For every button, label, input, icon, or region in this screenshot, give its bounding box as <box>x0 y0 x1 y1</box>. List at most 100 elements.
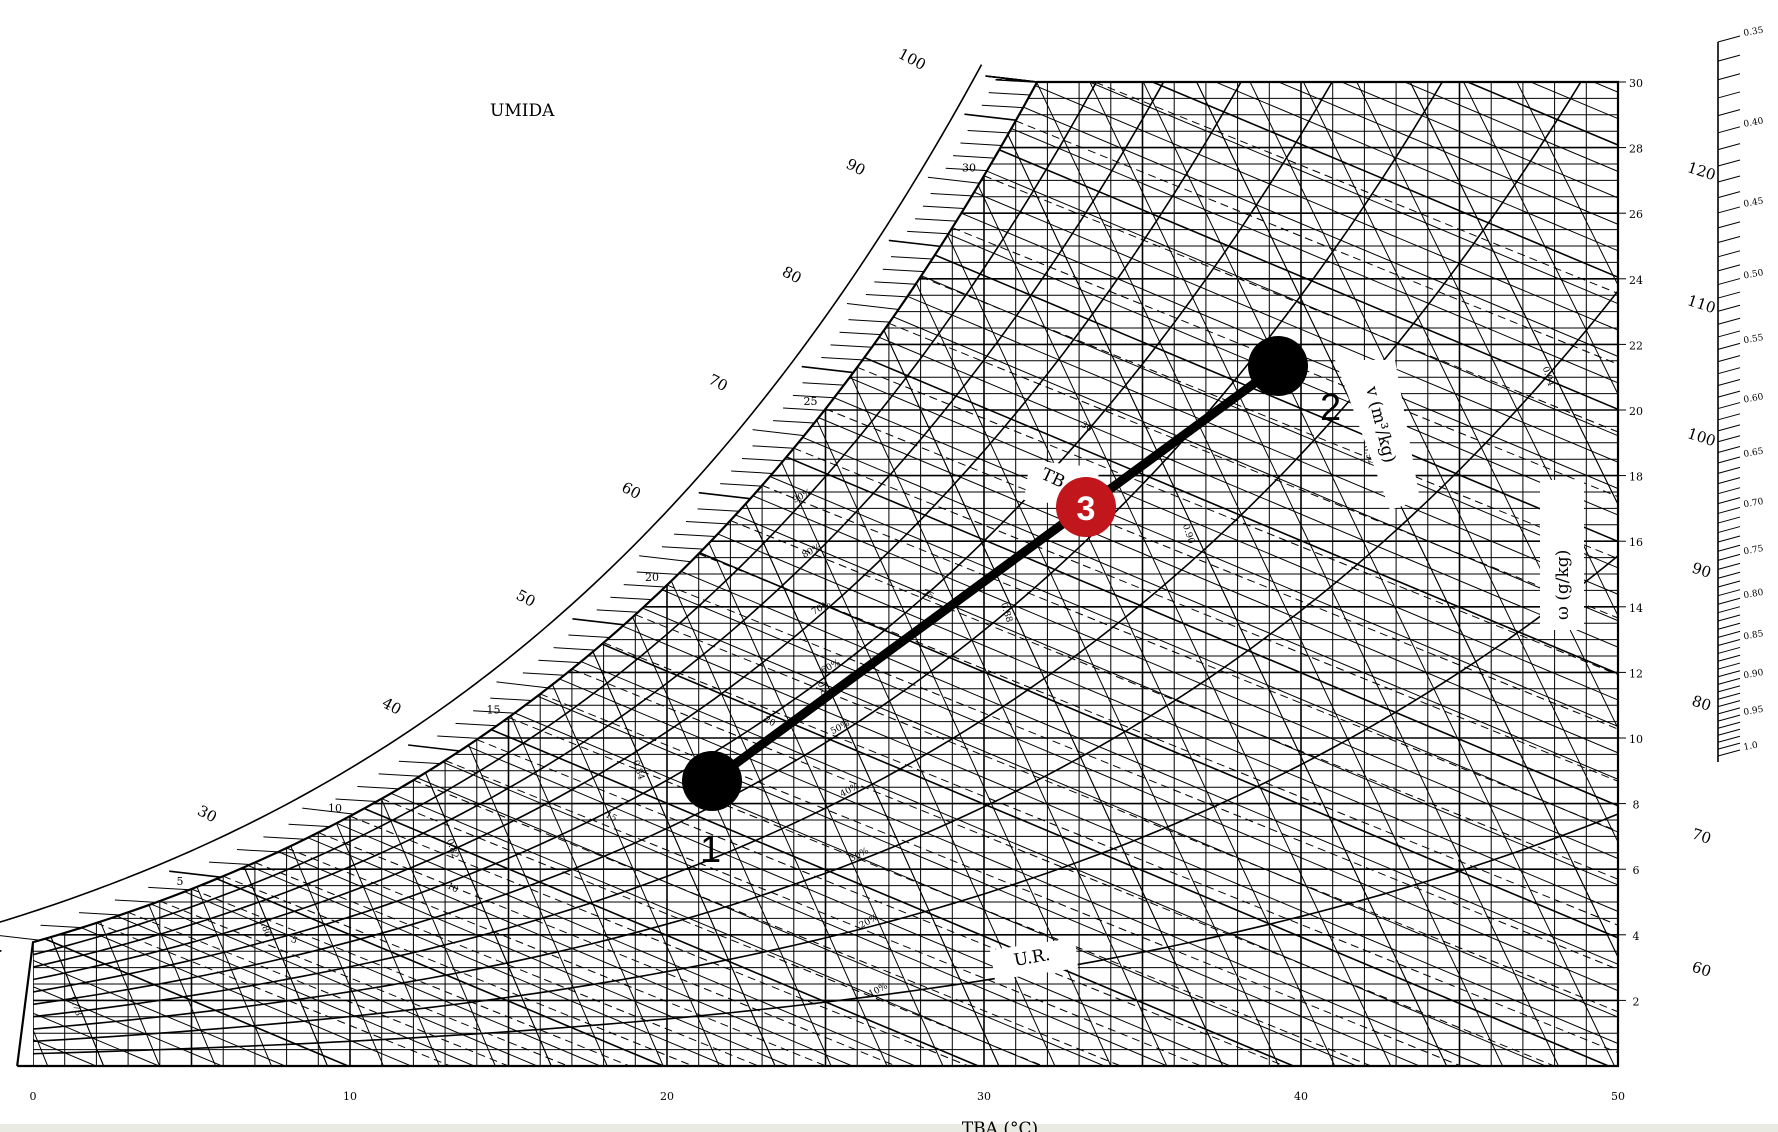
enthalpy-scale-tick <box>40 924 82 929</box>
enthalpy-scale-tick <box>930 193 972 197</box>
specific-volume-line <box>1089 82 1559 1066</box>
wet-bulb-line <box>571 668 1555 1066</box>
enthalpy-scale-tick <box>890 256 933 260</box>
enthalpy-line <box>33 826 286 1066</box>
enthalpy-scale-tick <box>830 344 872 348</box>
saturation-temp-label: 10 <box>328 802 342 815</box>
enthalpy-scale-tick <box>553 647 595 651</box>
ratio-scale-label: 0.60 <box>1743 392 1765 405</box>
specific-volume-line <box>33 82 105 1066</box>
x-axis-title: TBA (°C) <box>962 1119 1038 1132</box>
ratio-scale-label: 0.90 <box>1743 668 1765 681</box>
enthalpy-scale-tick <box>302 807 354 815</box>
relative-humidity-curve <box>33 82 1618 993</box>
ratio-scale-tick <box>1717 749 1741 757</box>
enthalpy-scale-tick <box>752 445 794 449</box>
enthalpy-scale-tick <box>596 609 639 613</box>
state-point-2[interactable] <box>1248 336 1308 396</box>
ratio-scale-tick <box>1717 264 1741 272</box>
enthalpy-scale-tick <box>263 836 305 840</box>
enthalpy-scale-tick <box>378 773 420 777</box>
ratio-scale-label: 0.45 <box>1743 197 1765 210</box>
enthalpy-scale-tick <box>752 429 805 437</box>
ratio-scale-tick <box>1717 126 1741 134</box>
enthalpy-scale-tick <box>802 382 844 386</box>
humidity-title: UMIDA <box>490 101 555 121</box>
specific-volume-line <box>1036 82 1504 1066</box>
enthalpy-scale-tick <box>882 268 925 273</box>
mix-point-marker[interactable] <box>1056 477 1116 537</box>
enthalpy-line <box>33 456 1168 1066</box>
enthalpy-scale-tick <box>741 457 784 462</box>
y-axis-label-box: ω (g/kg) <box>1540 480 1584 630</box>
ratio-scale-tick <box>1717 143 1741 151</box>
enthalpy-scale-tick <box>960 142 1002 146</box>
wet-bulb-line <box>349 815 969 1066</box>
ratio-scale-tick <box>1717 236 1741 243</box>
ratio-scale-tick <box>1717 714 1741 722</box>
specific-volume-label: 0.88 <box>998 602 1014 624</box>
enthalpy-scale-tick <box>357 785 399 790</box>
enthalpy-line <box>33 82 1618 1066</box>
process-overlay: 1 2 3 <box>682 336 1341 871</box>
ratio-scale-tick <box>1717 622 1741 630</box>
enthalpy-scale-tick <box>945 167 988 172</box>
wet-bulb-line <box>444 760 1202 1066</box>
enthalpy-scale-tick <box>801 365 854 374</box>
enthalpy-scale-tick <box>335 798 377 802</box>
enthalpy-scale-tick <box>731 470 773 474</box>
enthalpy-line <box>33 271 1609 1066</box>
relative-humidity-curve <box>33 82 1618 956</box>
ratio-scale-tick <box>1717 589 1741 597</box>
y-tick-label: 12 <box>1629 667 1643 680</box>
enthalpy-scale-tick <box>490 697 532 702</box>
enthalpy-line <box>33 82 1618 1066</box>
ratio-scale-tick <box>1717 487 1741 495</box>
ratio-scale-tick <box>1717 390 1741 398</box>
saturation-temp-label: 5 <box>177 875 184 888</box>
enthalpy-scale-tick <box>473 710 515 714</box>
state-point-1-label: 1 <box>700 829 721 871</box>
ratio-scale-tick <box>1717 562 1741 570</box>
enthalpy-line <box>33 82 1618 1066</box>
specific-volume-line <box>33 82 105 1066</box>
enthalpy-scale-edge <box>0 64 983 923</box>
ratio-scale-tick <box>1717 291 1741 299</box>
ratio-scale-tick <box>1717 424 1741 432</box>
y-tick-label: 18 <box>1629 471 1643 484</box>
enthalpy-line <box>33 853 223 1066</box>
ratio-scale-label: 0.35 <box>1743 26 1765 39</box>
enthalpy-scale-tick <box>623 584 666 588</box>
specific-volume-line <box>1196 82 1618 1066</box>
x-tick-label: 50 <box>1611 1090 1625 1103</box>
wet-bulb-line <box>888 322 1618 1066</box>
ratio-scale-tick <box>1717 445 1741 453</box>
enthalpy-left-label: 80 <box>779 263 804 288</box>
ratio-scale-tick <box>1717 379 1741 387</box>
enthalpy-scale-tick <box>398 760 441 765</box>
enthalpy-scale-tick <box>915 218 957 222</box>
specific-volume-line <box>1249 82 1618 1066</box>
ratio-scale-label: 0.65 <box>1743 447 1765 460</box>
enthalpy-line <box>33 82 1618 1066</box>
enthalpy-left-label: 40 <box>379 694 404 719</box>
enthalpy-scale-tick <box>288 823 330 828</box>
enthalpy-scale-tick <box>720 483 762 487</box>
state-point-1[interactable] <box>682 751 742 811</box>
rh-label: 60% <box>820 658 843 676</box>
y-tick-label: 6 <box>1633 864 1640 877</box>
ratio-scale-tick <box>1717 477 1741 485</box>
enthalpy-line <box>33 82 1618 1066</box>
wet-bulb-label: 20 <box>762 715 777 729</box>
enthalpy-scale-tick <box>79 912 121 916</box>
wet-bulb-line <box>96 922 451 1066</box>
enthalpy-scale-tick <box>874 281 916 285</box>
chart-grid-lines <box>33 82 1618 1066</box>
enthalpy-scale-tick <box>408 744 460 752</box>
enthalpy-scale-tick <box>572 618 625 626</box>
ratio-scale-tick <box>1717 73 1741 81</box>
enthalpy-left-label: 60 <box>619 478 644 503</box>
ratio-scale-label: 0.75 <box>1743 544 1765 557</box>
ratio-scale-tick <box>1717 206 1741 214</box>
